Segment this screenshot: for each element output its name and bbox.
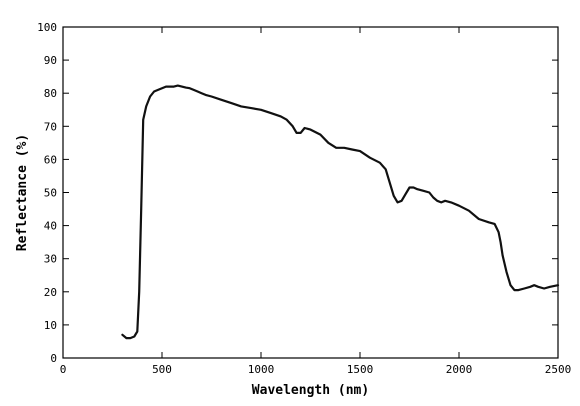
y-axis-label: Reflectance (%) [15,134,30,251]
x-tick-label: 0 [60,363,67,376]
x-tick-label: 500 [152,363,172,376]
x-tick-label: 1000 [248,363,275,376]
x-tick-label: 1500 [347,363,374,376]
x-tick-label: 2000 [446,363,473,376]
x-axis-label: Wavelength (nm) [252,383,369,398]
y-tick-label: 70 [44,120,57,133]
reflectance-series-line [121,84,560,340]
x-tick-label: 2500 [545,363,572,376]
y-tick-label: 20 [44,286,57,299]
y-axis-ticks: 0 10 20 30 40 50 60 70 80 90 100 [37,21,558,365]
plot-border [62,26,559,359]
y-tick-label: 90 [44,54,57,67]
y-tick-label: 80 [44,87,57,100]
y-tick-label: 0 [50,352,57,365]
plot-frame [62,26,559,359]
y-tick-label: 10 [44,319,57,332]
y-tick-label: 50 [44,187,57,200]
x-axis-ticks: 0 500 1000 1500 2000 2500 [60,27,572,376]
y-tick-label: 100 [37,21,57,34]
y-tick-label: 30 [44,253,57,266]
y-tick-label: 60 [44,153,57,166]
y-tick-label: 40 [44,220,57,233]
series-layer [121,84,560,340]
